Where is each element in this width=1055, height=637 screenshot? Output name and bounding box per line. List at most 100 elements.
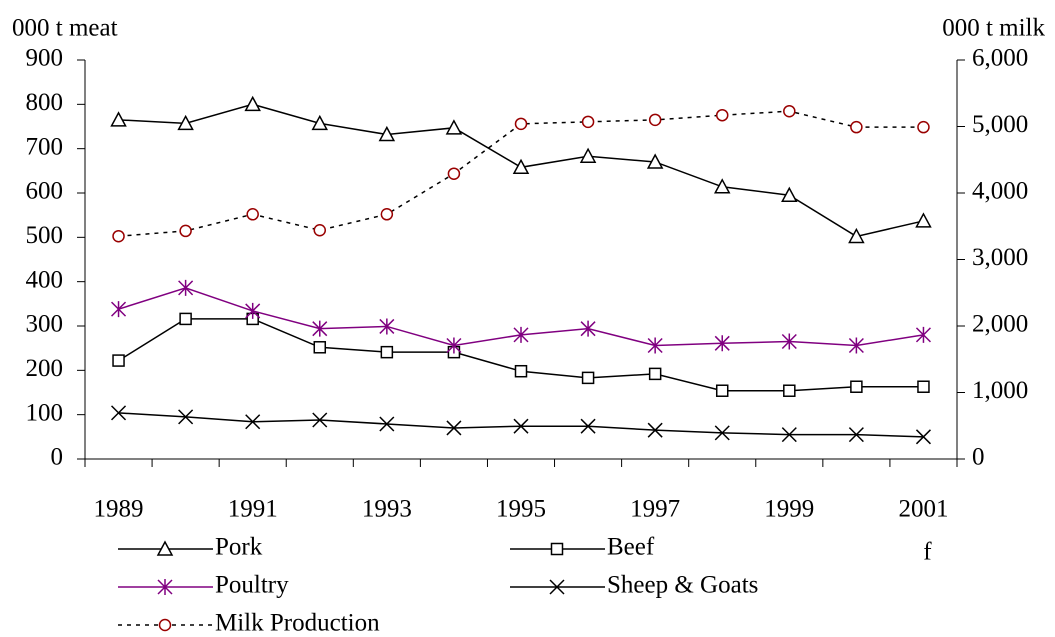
marker — [380, 208, 394, 221]
y-tick-label: 300 — [26, 311, 64, 338]
y2-tick-label: 4,000 — [972, 178, 1028, 205]
marker — [158, 618, 172, 632]
marker — [549, 579, 565, 595]
marker — [781, 186, 798, 202]
marker — [178, 409, 194, 425]
y2-tick-label: 1,000 — [972, 377, 1028, 404]
y-tick-label: 700 — [26, 133, 64, 160]
marker — [848, 227, 865, 244]
legend-label: Milk Production — [215, 610, 380, 637]
marker — [112, 354, 125, 367]
x-tick-label: 1999 — [764, 496, 814, 523]
marker — [848, 427, 864, 443]
series-line — [118, 412, 924, 438]
x-tick-label: 1991 — [228, 496, 278, 523]
marker — [445, 119, 463, 135]
marker — [714, 425, 730, 441]
marker — [917, 120, 930, 134]
marker — [648, 367, 662, 381]
x-tick-label: 1995 — [496, 496, 546, 523]
y-tick-label: 500 — [26, 222, 64, 249]
marker — [713, 178, 731, 194]
marker — [447, 167, 461, 180]
marker — [379, 318, 395, 335]
marker — [111, 301, 127, 318]
marker — [646, 153, 664, 169]
legend-label: Poultry — [215, 572, 289, 599]
marker — [379, 416, 395, 432]
y2-tick-label: 5,000 — [972, 111, 1028, 138]
y-tick-label: 200 — [26, 355, 64, 382]
marker — [714, 335, 730, 352]
marker — [715, 108, 729, 122]
marker — [783, 104, 796, 118]
marker — [245, 414, 261, 430]
y-tick-label: 800 — [26, 89, 64, 116]
marker — [246, 208, 259, 221]
marker — [648, 113, 662, 127]
marker — [156, 540, 174, 556]
marker — [378, 125, 396, 142]
legend-label: Sheep & Goats — [607, 572, 758, 599]
marker — [179, 224, 192, 238]
marker — [178, 279, 194, 296]
y2-tick-label: 0 — [972, 444, 985, 471]
marker — [850, 380, 863, 393]
marker — [513, 326, 529, 343]
marker — [446, 420, 462, 436]
marker — [179, 312, 192, 326]
y-tick-label: 400 — [26, 266, 64, 293]
y-tick-label: 0 — [51, 444, 64, 471]
x-tick-label: 1993 — [362, 496, 412, 523]
x-tick-label: 2001 — [898, 496, 948, 523]
marker — [514, 117, 528, 131]
marker — [177, 114, 194, 131]
marker — [312, 412, 328, 428]
x-tick-label: 1989 — [94, 496, 144, 523]
marker — [311, 114, 329, 131]
marker — [446, 337, 462, 354]
marker — [781, 427, 797, 443]
legend-label: Pork — [215, 534, 263, 561]
x-tick-label: 1997 — [630, 496, 680, 523]
y2-tick-label: 6,000 — [972, 45, 1028, 72]
marker — [580, 320, 596, 337]
marker — [781, 333, 797, 350]
y2-axis-label: 000 t milk — [942, 15, 1045, 42]
marker — [157, 579, 173, 595]
marker — [111, 405, 127, 421]
marker — [245, 302, 261, 319]
marker — [915, 212, 932, 228]
marker — [783, 384, 796, 397]
marker — [380, 345, 394, 359]
y2-tick-label: 3,000 — [972, 244, 1028, 271]
marker — [915, 429, 931, 445]
marker — [312, 320, 328, 337]
y2-tick-label: 2,000 — [972, 311, 1028, 338]
marker — [715, 384, 729, 397]
legend-label: Beef — [607, 534, 655, 561]
y-tick-label: 100 — [26, 399, 64, 426]
marker — [110, 111, 127, 127]
marker — [850, 120, 863, 134]
marker — [581, 371, 595, 385]
marker — [917, 380, 930, 393]
marker — [550, 542, 564, 556]
marker — [112, 229, 125, 243]
marker — [580, 418, 596, 434]
marker — [915, 326, 931, 343]
marker — [514, 364, 528, 378]
marker — [581, 115, 595, 129]
marker — [579, 147, 597, 163]
marker — [244, 95, 261, 112]
marker — [313, 341, 327, 354]
marker — [647, 337, 663, 354]
marker — [647, 422, 663, 438]
y-axis-label: 000 t meat — [12, 15, 118, 42]
marker — [848, 337, 864, 354]
y-tick-label: 900 — [26, 45, 64, 72]
marker — [512, 158, 530, 175]
marker — [313, 223, 327, 237]
y-tick-label: 600 — [26, 178, 64, 205]
x-annotation: f — [923, 539, 932, 566]
